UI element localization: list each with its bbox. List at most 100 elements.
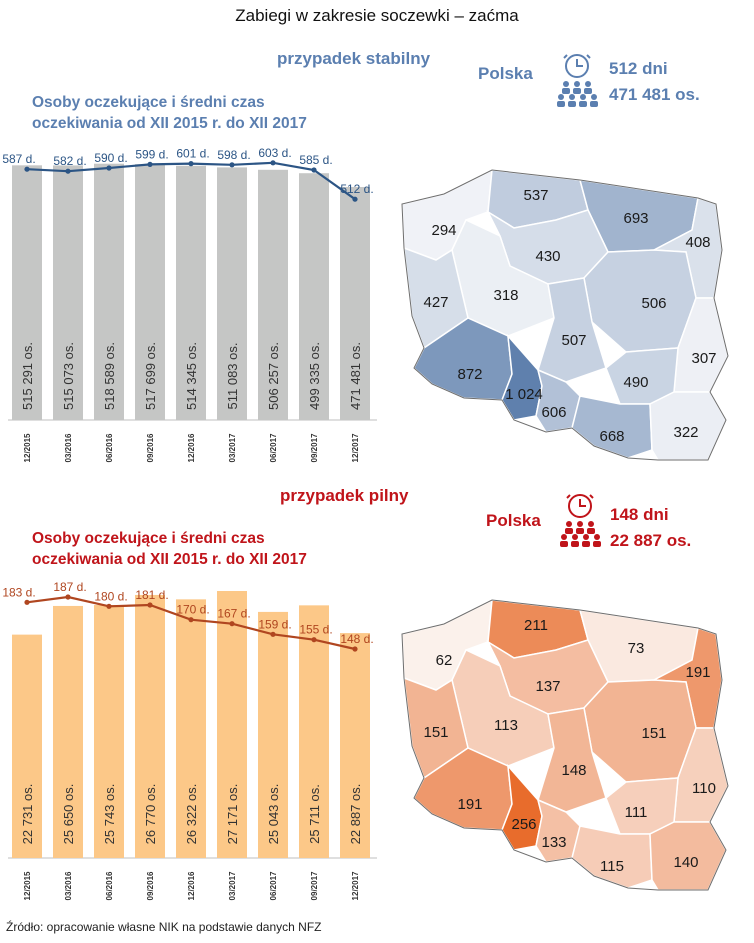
bar-value-label: 27 171 os. [225, 784, 240, 845]
people-group-icon [557, 81, 598, 107]
line-value-label: 155 d. [299, 623, 332, 637]
map-region-value: 110 [692, 780, 716, 797]
stable-national-label: Polska [478, 64, 533, 83]
map-region-value: 111 [625, 804, 648, 821]
x-tick-label: 12/2017 [351, 871, 360, 900]
map-region-value: 872 [457, 366, 482, 383]
bar [299, 605, 329, 858]
map-region-value: 506 [641, 295, 666, 312]
map-region-value: 322 [673, 424, 698, 441]
map-region [583, 249, 697, 353]
line-point [188, 617, 194, 623]
x-tick-label: 03/2017 [228, 433, 237, 462]
urgent-chart-title-line1: Osoby oczekujące i średni czas [32, 530, 265, 547]
x-tick-label: 12/2017 [351, 433, 360, 462]
bar-value-label: 25 743 os. [102, 784, 117, 845]
bar-value-label: 25 043 os. [266, 784, 281, 845]
bar [176, 599, 206, 858]
map-region-value: 137 [535, 678, 560, 695]
x-tick-label: 03/2016 [64, 433, 73, 462]
bar-value-label: 517 699 os. [143, 342, 158, 410]
clock-icon [566, 494, 594, 518]
line-value-label: 167 d. [217, 607, 250, 621]
map-region [537, 277, 607, 383]
bar-value-label: 515 073 os. [61, 342, 76, 410]
line-value-label: 603 d. [258, 146, 291, 160]
line-point [270, 160, 276, 166]
map-region-value: 140 [673, 854, 698, 871]
bar-value-label: 22 731 os. [20, 784, 35, 845]
bar [53, 605, 83, 858]
line-value-label: 159 d. [258, 617, 291, 631]
bar [217, 591, 247, 858]
map-region-value: 606 [541, 404, 566, 421]
bar-value-label: 499 335 os. [307, 342, 322, 410]
line-point [352, 196, 358, 202]
urgent-map: 62 211 73 191 137 113 151 151 148 110 191 256 111 133… [401, 598, 729, 891]
stable-map: 294 537 693 408 430 318 427 506 507 307 872 1 024 49… [401, 168, 729, 461]
map-region-value: 73 [628, 640, 645, 657]
urgent-national-values: 148 dni 22 887 os. [610, 502, 691, 554]
line-value-label: 601 d. [176, 147, 209, 161]
bar-value-label: 515 291 os. [20, 342, 35, 410]
bar [217, 167, 247, 420]
line-value-label: 598 d. [217, 148, 250, 162]
line-value-label: 587 d. [2, 152, 35, 166]
bar [135, 164, 165, 420]
stable-national-days: 512 dni [609, 59, 668, 78]
line-value-label: 582 d. [53, 154, 86, 168]
bar [176, 165, 206, 420]
line-point [106, 603, 112, 609]
line-value-label: 183 d. [2, 585, 35, 599]
map-region [537, 707, 607, 813]
urgent-national-days: 148 dni [610, 505, 669, 524]
clock-icon [563, 54, 591, 78]
map-region-value: 151 [423, 724, 448, 741]
bar-value-label: 511 083 os. [225, 343, 240, 410]
x-tick-label: 06/2017 [269, 433, 278, 462]
bar-value-label: 26 322 os. [184, 784, 199, 845]
line-point [188, 161, 194, 167]
map-region-value: 294 [431, 222, 456, 239]
line-value-label: 590 d. [94, 151, 127, 165]
map-region-value: 668 [599, 428, 624, 445]
x-tick-label: 12/2016 [187, 433, 196, 462]
map-region-value: 256 [511, 816, 536, 833]
line-point [229, 621, 235, 627]
bar-value-label: 26 770 os. [143, 784, 158, 845]
urgent-national-label: Polska [486, 511, 541, 530]
bar [94, 163, 124, 420]
line-value-label: 585 d. [299, 153, 332, 167]
line-value-label: 187 d. [53, 580, 86, 594]
urgent-case-label: przypadek pilny [280, 486, 409, 505]
map-region-value: 211 [524, 617, 548, 634]
x-tick-label: 06/2017 [269, 871, 278, 900]
urgent-national-icons [558, 492, 606, 555]
bar-value-label: 22 887 os. [348, 784, 363, 845]
urgent-chart-title-line2: oczekiwania od XII 2015 r. do XII 2017 [32, 551, 307, 568]
line-point [24, 599, 30, 605]
bar [258, 169, 288, 420]
line-point [229, 162, 235, 168]
line-value-label: 180 d. [94, 589, 127, 603]
bar-value-label: 25 711 os. [307, 784, 322, 844]
map-region-value: 507 [561, 332, 586, 349]
map-region-value: 191 [457, 796, 482, 813]
line-point [352, 646, 358, 652]
bar [340, 186, 370, 420]
bar [12, 165, 42, 420]
map-region-value: 693 [623, 210, 648, 227]
bar [12, 634, 42, 858]
x-tick-label: 12/2015 [23, 433, 32, 462]
map-region-value: 408 [685, 234, 710, 251]
urgent-chart-title: Osoby oczekujące i średni czas oczekiwan… [32, 528, 307, 570]
x-tick-label: 09/2016 [146, 871, 155, 900]
map-region-value: 62 [436, 652, 453, 669]
stable-case-label: przypadek stabilny [277, 49, 431, 68]
stable-national-values: 512 dni 471 481 os. [609, 56, 700, 108]
line-value-label: 512 d. [340, 182, 373, 196]
x-tick-label: 12/2016 [187, 871, 196, 900]
line-point [147, 161, 153, 167]
urgent-chart: 22 731 os. 12/2015 25 650 os. 03/2016 25 743… [2, 580, 377, 900]
map-region-value: 133 [541, 834, 566, 851]
